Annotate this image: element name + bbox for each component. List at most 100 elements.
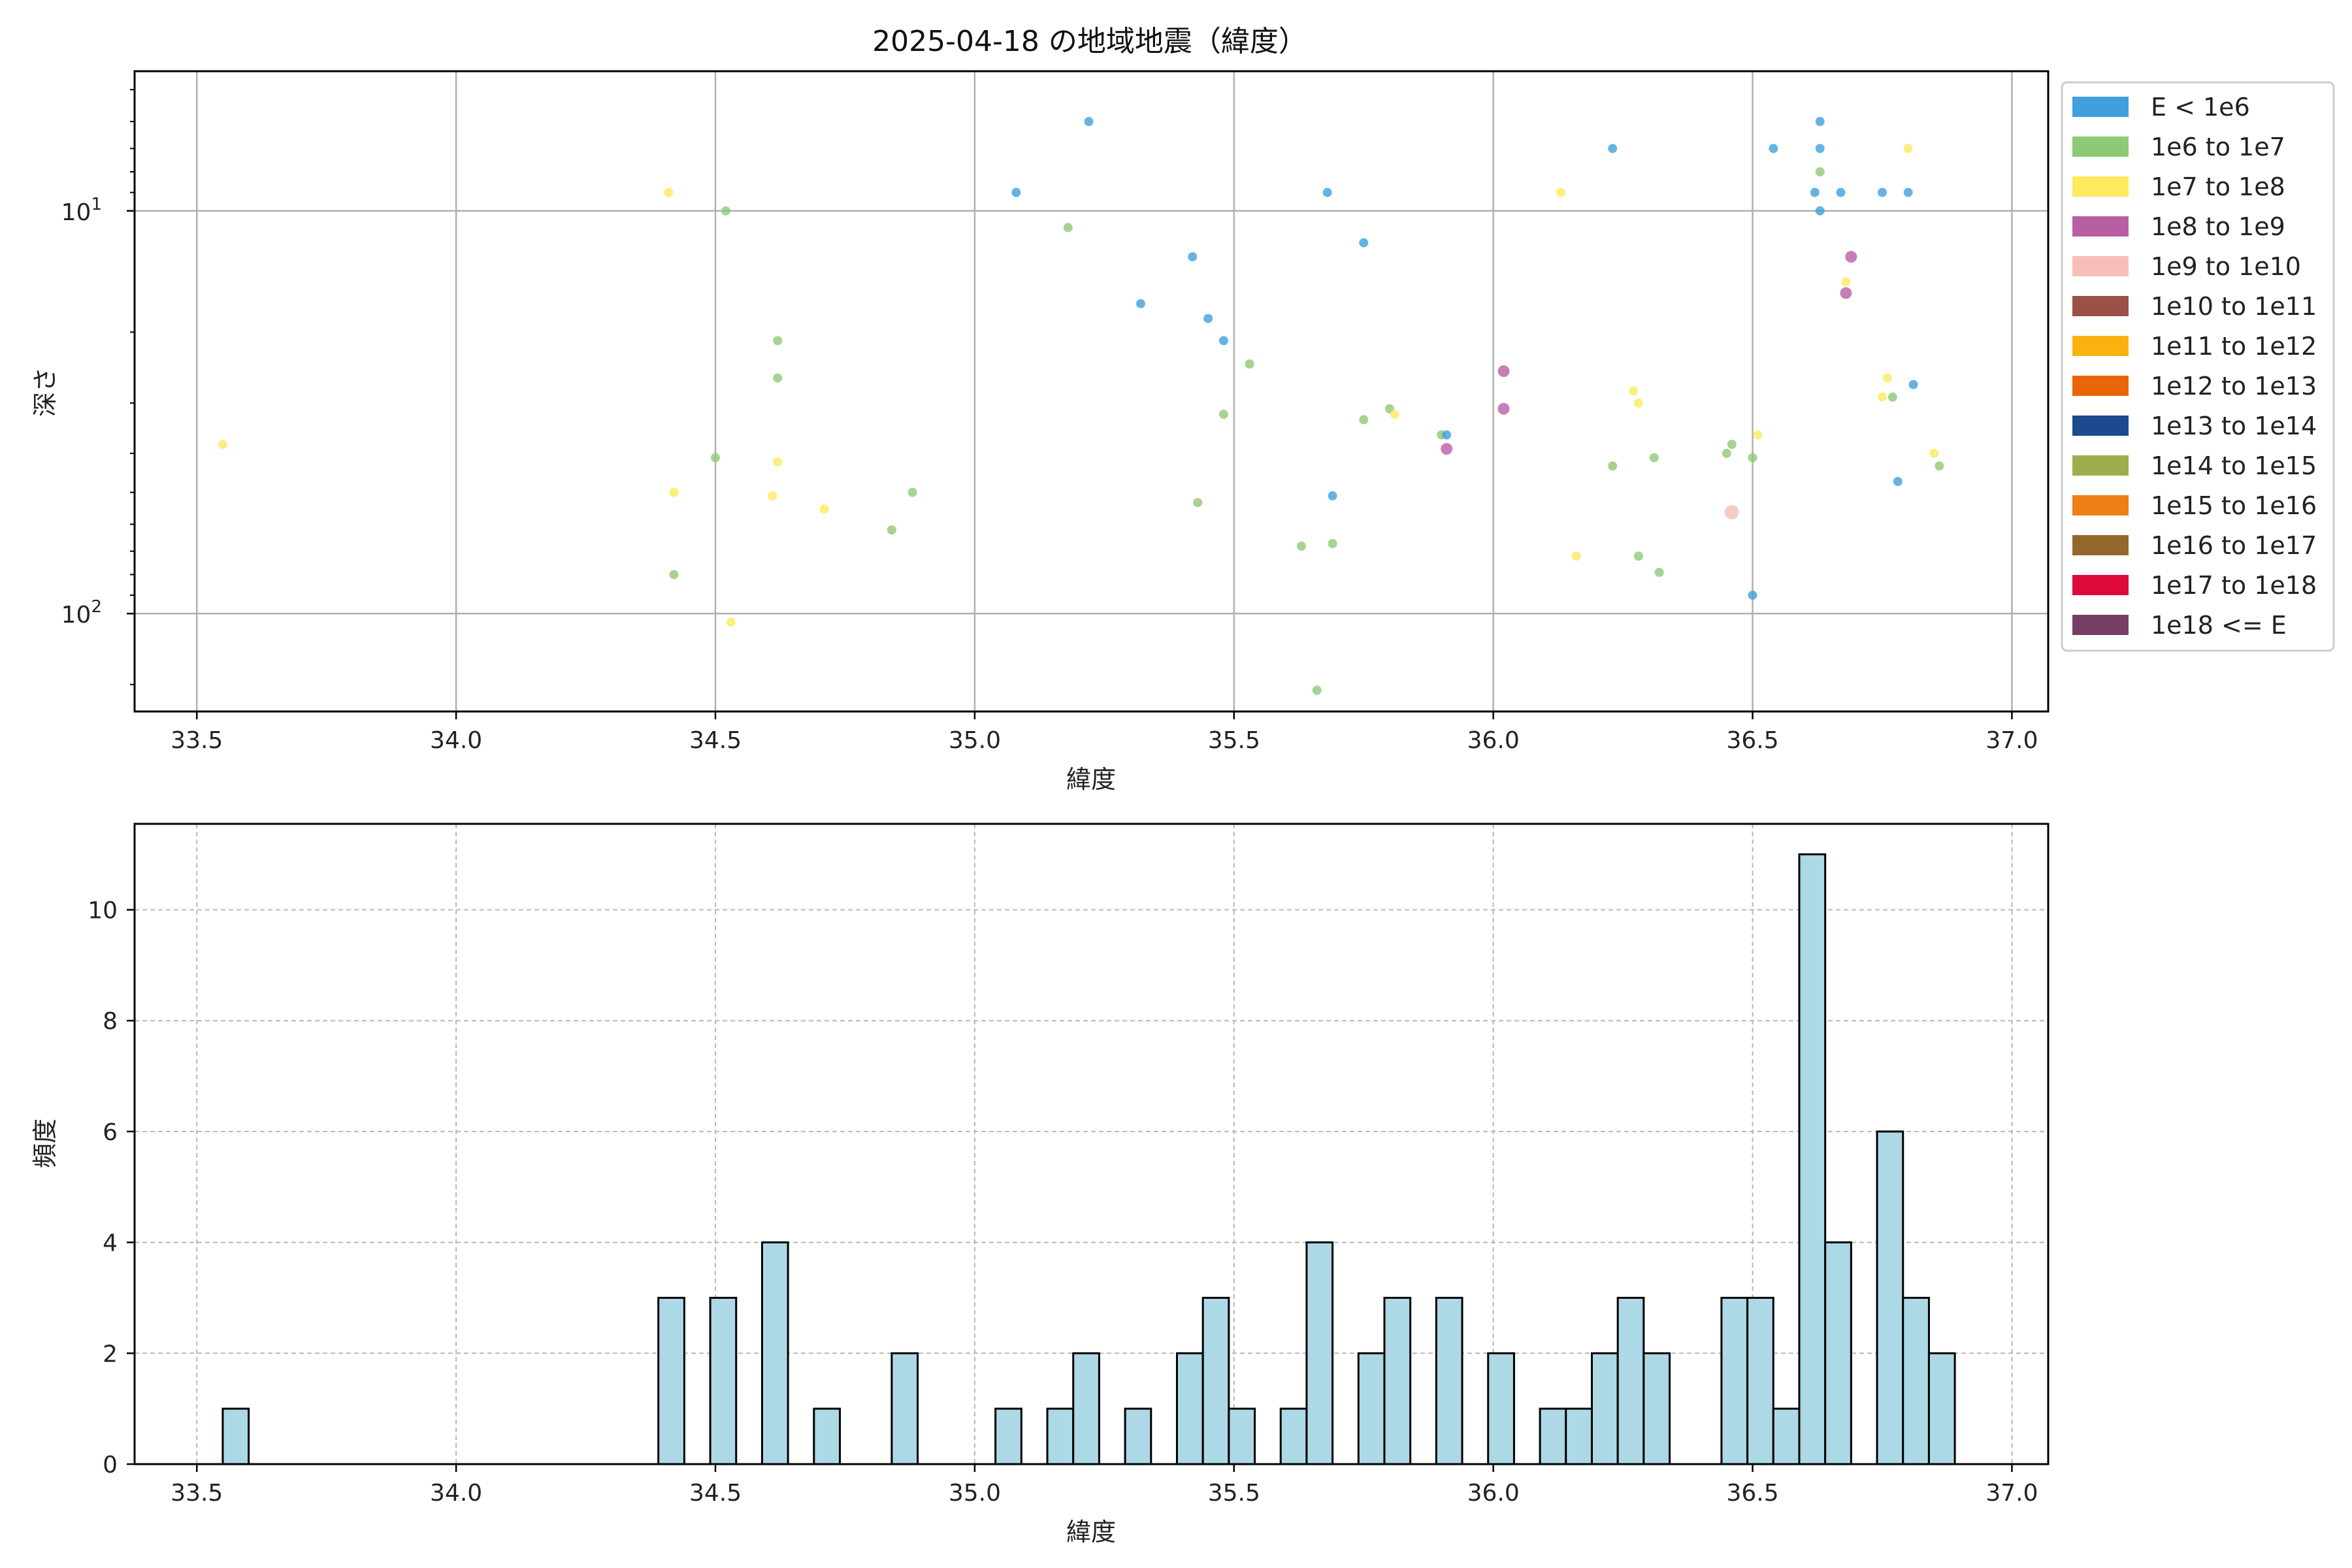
scatter-point: [773, 336, 783, 346]
scatter-x-axis-label: 緯度: [1066, 765, 1116, 794]
scatter-point: [1722, 448, 1731, 458]
histogram-y-axis: 0 2 4 6 8 10: [88, 898, 135, 1478]
scatter-point: [1218, 336, 1228, 346]
legend-label: 1e15 to 1e16: [2151, 491, 2317, 520]
scatter-point: [773, 457, 783, 466]
scatter-point: [1556, 188, 1565, 197]
legend-swatch: [2072, 176, 2129, 197]
scatter-point: [1908, 380, 1918, 389]
legend: E < 1e6 1e6 to 1e7 1e7 to 1e8 1e8 to 1e9 1e9…: [2061, 81, 2335, 652]
histogram-x-tick-label: 34.0: [430, 1480, 482, 1507]
histogram-bar: [1720, 1296, 1749, 1465]
histogram-y-tick-label: 8: [103, 1008, 118, 1035]
scatter-point: [1935, 461, 1944, 471]
scatter-point: [1633, 551, 1643, 561]
histogram-bar: [1824, 1241, 1852, 1465]
scatter-point: [1608, 144, 1618, 154]
legend-swatch: [2072, 535, 2129, 555]
scatter-point: [1193, 498, 1203, 508]
scatter-point: [1748, 453, 1757, 463]
histogram-y-tick-label: 2: [103, 1341, 118, 1367]
histogram-bar: [1072, 1352, 1100, 1465]
scatter-y-tick-exponent: 2: [91, 597, 102, 617]
legend-label: 1e10 to 1e11: [2151, 292, 2317, 321]
scatter-point: [1887, 392, 1897, 402]
histogram-bar: [709, 1296, 738, 1465]
legend-label: 1e8 to 1e9: [2151, 212, 2285, 241]
scatter-point: [1840, 287, 1852, 299]
histogram-bar: [1565, 1407, 1593, 1465]
histogram-bar: [1487, 1352, 1515, 1465]
histogram-bar: [1876, 1130, 1904, 1465]
scatter-point: [1497, 365, 1510, 378]
scatter-point: [721, 206, 730, 216]
histogram-bar: [1124, 1407, 1152, 1465]
legend-label: 1e9 to 1e10: [2151, 252, 2301, 281]
scatter-point: [1135, 299, 1145, 308]
scatter-y-axis-label: 深さ: [31, 367, 59, 417]
histogram-bar: [1902, 1296, 1930, 1465]
scatter-point: [907, 487, 917, 497]
histogram-bar: [813, 1407, 841, 1465]
scatter-x-tick-label: 37.0: [1985, 727, 2038, 754]
scatter-points: [218, 117, 1944, 695]
legend-swatch: [2072, 416, 2129, 436]
scatter-point: [1748, 590, 1757, 600]
histogram-plot-frame: [133, 823, 2050, 1465]
histogram-bar: [1772, 1407, 1801, 1465]
scatter-point: [1882, 373, 1892, 383]
scatter-point: [1608, 461, 1618, 471]
scatter-point: [1359, 238, 1369, 248]
histogram-x-axis: 33.5 34.0 34.5 35.0 35.5 36.0 36.5 37.0: [171, 1464, 2038, 1507]
scatter-point: [1322, 188, 1332, 197]
legend-label: 1e7 to 1e8: [2151, 172, 2285, 201]
scatter-point: [1841, 277, 1851, 287]
histogram-bar: [1357, 1352, 1386, 1465]
scatter-point: [1442, 430, 1452, 440]
scatter-y-tick-exponent: 1: [91, 195, 102, 214]
scatter-y-tick-base: 10: [61, 602, 91, 629]
scatter-point: [1359, 415, 1369, 425]
histogram-bar: [657, 1296, 685, 1465]
scatter-point: [1011, 188, 1021, 197]
scatter-point: [1497, 402, 1510, 415]
histogram-x-tick-label: 35.0: [949, 1480, 1001, 1507]
histogram-bar: [1228, 1407, 1256, 1465]
histogram-y-tick-label: 4: [103, 1230, 118, 1257]
legend-swatch: [2072, 455, 2129, 476]
scatter-point: [1815, 144, 1825, 154]
scatter-point: [1218, 410, 1228, 419]
scatter-point: [887, 525, 896, 535]
legend-items: E < 1e6 1e6 to 1e7 1e7 to 1e8 1e8 to 1e9 1e9…: [2072, 93, 2317, 640]
scatter-point: [1903, 188, 1913, 197]
scatter-point: [1845, 251, 1857, 263]
scatter-x-tick-label: 36.5: [1726, 727, 1778, 754]
histogram-bar: [1383, 1296, 1412, 1465]
scatter-title: 2025-04-18 の地域地震（緯度）: [872, 25, 1307, 58]
scatter-point: [1815, 117, 1825, 127]
histogram-bar: [1201, 1296, 1230, 1465]
scatter-point: [1441, 443, 1453, 455]
histogram-bar: [994, 1407, 1022, 1465]
legend-frame: [2061, 81, 2335, 652]
histogram-x-tick-label: 33.5: [171, 1480, 223, 1507]
histogram-y-tick-label: 10: [88, 898, 118, 924]
legend-swatch: [2072, 336, 2129, 356]
scatter-point: [768, 491, 777, 500]
scatter-point: [1753, 430, 1763, 440]
legend-swatch: [2072, 376, 2129, 396]
histogram-bar: [221, 1407, 250, 1465]
scatter-point: [1390, 410, 1399, 419]
histogram-bar: [1175, 1352, 1204, 1465]
scatter-point: [1724, 504, 1739, 519]
scatter-point: [773, 373, 783, 383]
scatter-point: [664, 188, 674, 197]
histogram-bar: [1046, 1407, 1075, 1465]
histogram-x-tick-label: 36.5: [1726, 1480, 1778, 1507]
legend-label: 1e13 to 1e14: [2151, 412, 2317, 440]
legend-label: 1e18 <= E: [2151, 611, 2287, 640]
scatter-point: [1188, 252, 1198, 262]
legend-swatch: [2072, 216, 2129, 237]
scatter-x-tick-label: 34.0: [430, 727, 482, 754]
